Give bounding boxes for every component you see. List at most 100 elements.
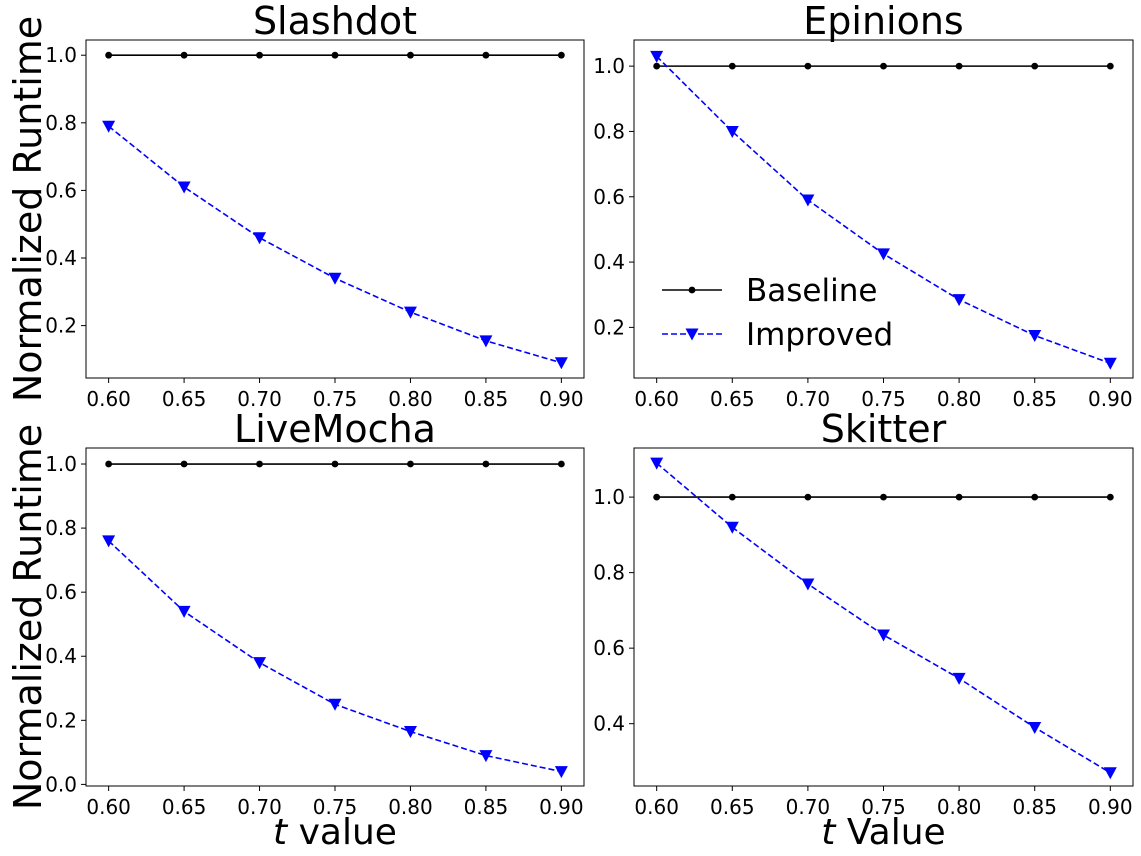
y-tick-label: 0.4 <box>45 644 77 668</box>
x-tick-label: 0.75 <box>861 795 906 819</box>
x-tick-label: 0.80 <box>388 387 433 411</box>
y-tick-label: 0.4 <box>593 712 625 736</box>
y-tick-label: 0.6 <box>593 636 625 660</box>
baseline-point <box>180 51 188 59</box>
legend-improved-label: Improved <box>746 317 893 353</box>
baseline-point <box>880 493 887 501</box>
chart-panel-epinions: Epinions 0.60 0.65 0.70 0.75 0.80 0.85 0.90 0.2 0… <box>593 0 1134 411</box>
improved-point <box>1103 767 1117 780</box>
y-tick-label: 1.0 <box>593 485 625 509</box>
y-tick-label: 0.8 <box>45 111 77 135</box>
improved-point <box>253 232 267 245</box>
baseline-point <box>180 460 188 468</box>
x-axis-variable: t <box>821 812 847 853</box>
improved-point <box>725 521 739 534</box>
baseline-point <box>728 493 736 501</box>
x-tick-label: 0.75 <box>313 387 358 411</box>
improved-point <box>479 750 493 763</box>
baseline-point <box>880 62 887 70</box>
improved-point <box>952 672 966 685</box>
x-tick-label: 0.60 <box>634 387 679 411</box>
legend: Baseline Improved <box>662 273 893 353</box>
y-tick-label: 0.2 <box>45 314 77 338</box>
panel-title: LiveMocha <box>234 407 436 451</box>
baseline-point <box>105 51 113 59</box>
x-tick-label: 0.80 <box>937 387 982 411</box>
y-tick-label: 0.6 <box>593 185 625 209</box>
baseline-point <box>653 62 661 70</box>
legend-baseline-label: Baseline <box>746 273 877 309</box>
y-tick-label: 0.4 <box>593 250 625 274</box>
baseline-point <box>804 493 812 501</box>
improved-point <box>102 120 116 133</box>
x-tick-label: 0.65 <box>162 387 207 411</box>
panel-title: Slashdot <box>253 0 417 43</box>
x-tick-label: 0.85 <box>1012 795 1057 819</box>
plot-frame <box>85 447 585 787</box>
y-tick-label: 1.0 <box>45 43 77 67</box>
baseline-point <box>955 62 963 70</box>
x-tick-label: 0.70 <box>237 795 282 819</box>
y-tick-label: 1.0 <box>593 54 625 78</box>
baseline-point <box>331 460 339 468</box>
x-axis-word: value <box>299 812 397 853</box>
panel-title: Skitter <box>821 407 947 451</box>
x-tick-label: 0.85 <box>1012 387 1057 411</box>
y-axis-label: Normalized Runtime <box>6 424 50 810</box>
improved-point <box>952 294 966 307</box>
baseline-point <box>482 460 490 468</box>
improved-point <box>253 657 267 670</box>
y-tick-label: 0.8 <box>593 561 625 585</box>
improved-point <box>102 535 116 548</box>
chart-panel-skitter: Skitter 0.60 0.65 0.70 0.75 0.80 0.85 0.90 0.4 0.… <box>593 407 1134 853</box>
chart-panel-slashdot: Slashdot 0.60 0.65 0.70 0.75 0.80 0.85 0.90 0.2 0… <box>6 0 585 411</box>
x-axis-word: Value <box>847 812 946 853</box>
improved-point <box>1028 330 1042 343</box>
baseline-point <box>105 460 113 468</box>
improved-point <box>801 194 815 207</box>
y-tick-label: 0.8 <box>593 119 625 143</box>
x-tick-label: 0.90 <box>1088 795 1133 819</box>
plot-frame <box>633 39 1134 379</box>
x-tick-label: 0.75 <box>313 795 358 819</box>
x-tick-label: 0.80 <box>388 795 433 819</box>
baseline-point <box>407 460 414 468</box>
plot-frame <box>633 447 1134 787</box>
x-tick-label: 0.65 <box>710 387 755 411</box>
baseline-point <box>1106 493 1114 501</box>
improved-point <box>328 698 342 711</box>
improved-point <box>801 578 815 591</box>
plot-frame <box>85 39 585 379</box>
x-tick-label: 0.90 <box>539 795 584 819</box>
x-tick-label: 0.60 <box>86 795 131 819</box>
x-tick-label: 0.85 <box>464 795 509 819</box>
x-tick-label: 0.85 <box>464 387 509 411</box>
improved-point <box>877 248 890 261</box>
baseline-point <box>728 62 736 70</box>
x-tick-label: 0.60 <box>86 387 131 411</box>
improved-point <box>725 125 739 138</box>
improved-point <box>1103 357 1117 370</box>
improved-point <box>877 629 890 642</box>
improved-point <box>403 726 417 739</box>
x-tick-label: 0.70 <box>786 795 831 819</box>
improved-point <box>554 766 568 779</box>
improved-point <box>1028 721 1042 734</box>
x-axis-label: t value <box>273 812 397 853</box>
improved-point <box>479 335 493 348</box>
legend-improved-marker <box>685 328 699 341</box>
y-tick-label: 0.2 <box>45 708 77 732</box>
x-tick-label: 0.90 <box>1088 387 1133 411</box>
x-tick-label: 0.70 <box>237 387 282 411</box>
baseline-point <box>804 62 812 70</box>
y-tick-label: 0.4 <box>45 246 77 270</box>
improved-point <box>650 457 664 470</box>
baseline-point <box>557 460 565 468</box>
x-tick-label: 0.80 <box>937 795 982 819</box>
y-tick-label: 0.0 <box>45 772 77 796</box>
improved-point <box>177 181 191 194</box>
x-axis-label: t Value <box>821 812 945 853</box>
improved-point <box>554 357 568 370</box>
